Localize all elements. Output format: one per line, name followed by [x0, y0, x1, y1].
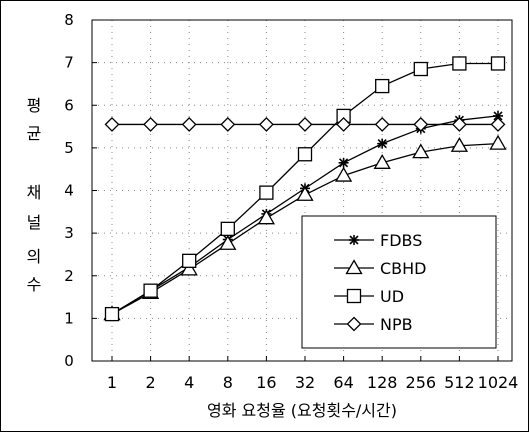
- data-point-npb: [181, 117, 197, 132]
- x-tick-label: 8: [223, 373, 233, 392]
- y-tick-label: 1: [64, 309, 74, 327]
- data-point-fdbs: [338, 157, 349, 168]
- data-point-ud: [220, 221, 235, 237]
- x-tick-label: 512: [444, 373, 475, 392]
- data-point-npb: [336, 117, 352, 132]
- y-tick-label: 5: [64, 139, 74, 157]
- data-point-cbhd: [450, 136, 469, 152]
- y-axis-label-char: 널: [27, 213, 42, 232]
- x-tick-label: 1024: [478, 373, 519, 392]
- data-point-npb: [297, 117, 313, 132]
- y-axis-label-char: 채: [27, 183, 42, 202]
- y-tick-label: 3: [64, 224, 74, 242]
- legend-marker-fdbs: [349, 235, 359, 245]
- x-axis-ticks: 1 2 4 8 16 32 64 128 256 512 1024: [107, 356, 518, 392]
- x-axis-label: 영화 요청율 (요청횟수/시간): [207, 401, 397, 420]
- data-point-ud: [297, 147, 313, 162]
- data-point-cbhd: [257, 209, 276, 225]
- data-point-cbhd: [180, 260, 198, 276]
- data-point-ud: [104, 306, 120, 322]
- legend-marker-ud: [346, 288, 362, 304]
- x-tick-label: 64: [333, 373, 353, 392]
- data-point-ud: [490, 56, 506, 71]
- legend-box: [301, 215, 497, 349]
- data-point-npb: [104, 117, 120, 132]
- x-tick-label: 128: [367, 373, 398, 392]
- data-point-ud: [182, 253, 197, 268]
- data-point-cbhd: [373, 153, 391, 169]
- x-tick-label: 2: [146, 373, 156, 392]
- data-point-ud: [259, 185, 274, 200]
- y-axis-label-char: 평: [27, 96, 42, 115]
- legend-label-fdbs: FDBS: [380, 231, 422, 250]
- data-point-fdbs: [377, 138, 388, 149]
- data-point-ud: [143, 283, 158, 298]
- y-axis-label-char: 의: [27, 247, 42, 266]
- data-point-npb: [143, 117, 159, 132]
- data-point-npb: [451, 117, 467, 132]
- data-point-npb: [258, 117, 274, 132]
- data-point-npb: [413, 117, 429, 132]
- x-tick-label: 1: [107, 373, 117, 392]
- data-point-ud: [413, 61, 428, 77]
- legend-label-cbhd: CBHD: [380, 259, 427, 278]
- data-point-ud: [452, 56, 467, 71]
- data-point-ud: [375, 78, 390, 94]
- y-tick-label: 4: [64, 182, 74, 200]
- y-tick-label: 6: [64, 96, 74, 114]
- data-point-cbhd: [334, 166, 353, 182]
- data-point-cbhd: [412, 143, 430, 159]
- data-point-npb: [220, 117, 236, 132]
- data-point-npb: [490, 117, 506, 132]
- series-lines: [103, 56, 507, 322]
- y-axis-label-char: 균: [27, 124, 42, 143]
- y-axis-ticks: 0 1 2 3 4 5 6 7 8: [64, 11, 97, 370]
- x-tick-label: 4: [184, 373, 194, 392]
- y-tick-label: 0: [64, 352, 74, 370]
- y-tick-label: 2: [64, 267, 74, 285]
- legend-marker-npb: [346, 316, 362, 332]
- legend-marker-cbhd: [345, 259, 363, 275]
- y-axis-label-char: 수: [27, 275, 42, 294]
- x-tick-label: 32: [295, 373, 315, 392]
- x-tick-label: 16: [256, 373, 276, 392]
- y-tick-label: 8: [64, 11, 74, 29]
- legend-label-ud: UD: [380, 287, 404, 306]
- legend: FDBS CBHD UD NPB: [301, 215, 497, 349]
- x-tick-label: 256: [406, 373, 437, 392]
- data-point-cbhd: [489, 134, 507, 150]
- data-point-cbhd: [219, 234, 237, 250]
- data-point-npb: [374, 117, 390, 132]
- data-point-cbhd: [296, 185, 314, 201]
- legend-label-npb: NPB: [380, 315, 413, 334]
- y-tick-label: 7: [64, 54, 74, 72]
